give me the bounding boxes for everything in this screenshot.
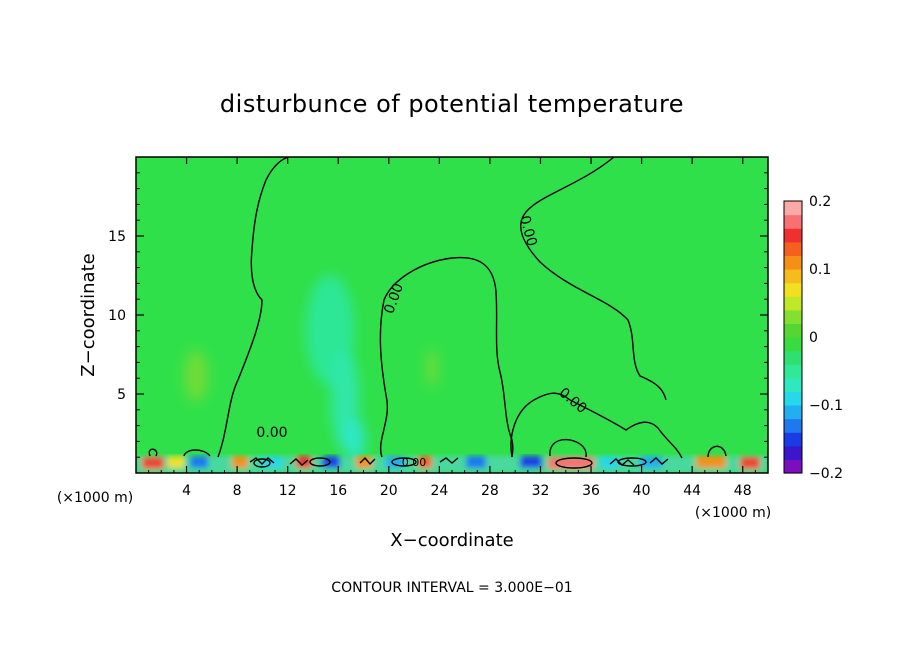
y-tick-label: 15 [108, 229, 126, 245]
colorbar-swatch [784, 377, 802, 392]
colorbar-frame [783, 200, 803, 474]
colorbar-swatch [784, 309, 802, 324]
plot-background [136, 157, 768, 473]
x-tick-label: 48 [734, 483, 752, 499]
x-tick-label: 12 [279, 483, 297, 499]
contour-lower-right [510, 392, 683, 459]
y-tick-label: 10 [108, 308, 126, 324]
x-tick-label: 40 [633, 483, 651, 499]
contour-cell-c [707, 445, 727, 458]
colorbar-swatch [784, 405, 802, 420]
colorbar-swatch [784, 350, 802, 365]
patch-red-4 [740, 457, 760, 469]
colorbar-swatch [784, 228, 802, 243]
colorbar-tick-label: 0.2 [809, 194, 831, 210]
colorbar-swatch [784, 432, 802, 447]
contour-label-surface: 0.00 [402, 456, 427, 469]
patch-pink [548, 457, 594, 469]
x-tick-label: 28 [481, 483, 499, 499]
contour-center-lobe [379, 256, 514, 458]
patch-cyan-2 [386, 456, 404, 468]
x-tick-label: 44 [683, 483, 701, 499]
contour-ring-d [391, 457, 417, 467]
contour-left-plume [217, 157, 289, 458]
contour-squiggle [249, 456, 669, 466]
patch-orange [232, 456, 248, 468]
colorbar-swatch [784, 364, 802, 379]
colorbar-swatch [784, 201, 802, 216]
chart-title: disturbunce of potential temperature [220, 90, 684, 118]
colorbar-swatch [784, 445, 802, 460]
colorbar-swatch [784, 269, 802, 284]
x-unit-left: (×1000 m) [57, 490, 133, 506]
contour-ring-b [253, 458, 271, 468]
contour-ring-a [555, 457, 593, 469]
colorbar-swatch [784, 241, 802, 256]
colorbar-swatch [784, 323, 802, 338]
colorbar-swatch [784, 282, 802, 297]
colorbar-swatch [784, 255, 802, 270]
colorbar-tick-label: −0.2 [809, 466, 843, 482]
contour-cell-a [148, 448, 158, 457]
cool-blob-mid [426, 350, 438, 386]
colorbar-swatch [784, 459, 802, 474]
colorbar-tick-label: 0 [809, 330, 818, 346]
cool-blob-left [184, 350, 208, 402]
colorbar-tick-label: 0.1 [809, 262, 831, 278]
y-axis-label: Z−coordinate [78, 253, 99, 376]
x-tick-label: 32 [532, 483, 550, 499]
patch-yellow [168, 456, 184, 468]
plot-field: 0.00 0.00 0.00 0.00 0.00 [136, 157, 768, 473]
patch-blue-3 [466, 456, 486, 468]
patch-blue-4 [520, 456, 542, 468]
contour-ring-c [309, 457, 331, 467]
contour-interval-note: CONTOUR INTERVAL = 3.000E−01 [331, 580, 572, 596]
x-tick-label: 16 [329, 483, 347, 499]
patch-orange-2 [356, 456, 372, 468]
x-unit-right: (×1000 m) [695, 505, 771, 521]
patch-red [142, 457, 164, 469]
x-tick-label: 36 [582, 483, 600, 499]
colorbar-tick-label: −0.1 [809, 398, 843, 414]
contour-small-cell [549, 438, 587, 458]
colorbar-swatch [784, 391, 802, 406]
y-tick-label: 5 [117, 387, 126, 403]
colorbar-swatch [784, 214, 802, 229]
colorbar-swatch [784, 418, 802, 433]
x-tick-label: 8 [233, 483, 242, 499]
x-ticks: 4 8 12 16 20 24 28 32 36 40 44 48 [148, 157, 756, 499]
patch-red-3 [418, 456, 432, 468]
contour-cell-b [183, 449, 211, 457]
patch-red-2 [296, 456, 312, 468]
patch-cyan-3 [600, 456, 620, 468]
colorbar-ticks: 0.2 0.1 0 −0.1 −0.2 [809, 194, 843, 482]
cool-plume [184, 275, 438, 462]
y-ticks: 5 10 15 [108, 172, 768, 458]
colorbar-swatch [784, 337, 802, 352]
x-tick-label: 20 [380, 483, 398, 499]
cool-plume-base [345, 418, 365, 462]
patch-orange-3 [696, 456, 726, 468]
x-axis-label: X−coordinate [390, 530, 513, 551]
colorbar-swatch [784, 296, 802, 311]
colorbar [783, 200, 803, 474]
contour-label-lower-left: 0.00 [256, 425, 287, 441]
contours [148, 157, 727, 469]
contour-ring-e [617, 457, 647, 467]
patch-blue [190, 456, 208, 468]
x-tick-label: 4 [182, 483, 191, 499]
x-tick-label: 24 [430, 483, 448, 499]
contour-label-upper-right: 0.00 [516, 214, 540, 248]
contour-upper-right [520, 157, 667, 401]
